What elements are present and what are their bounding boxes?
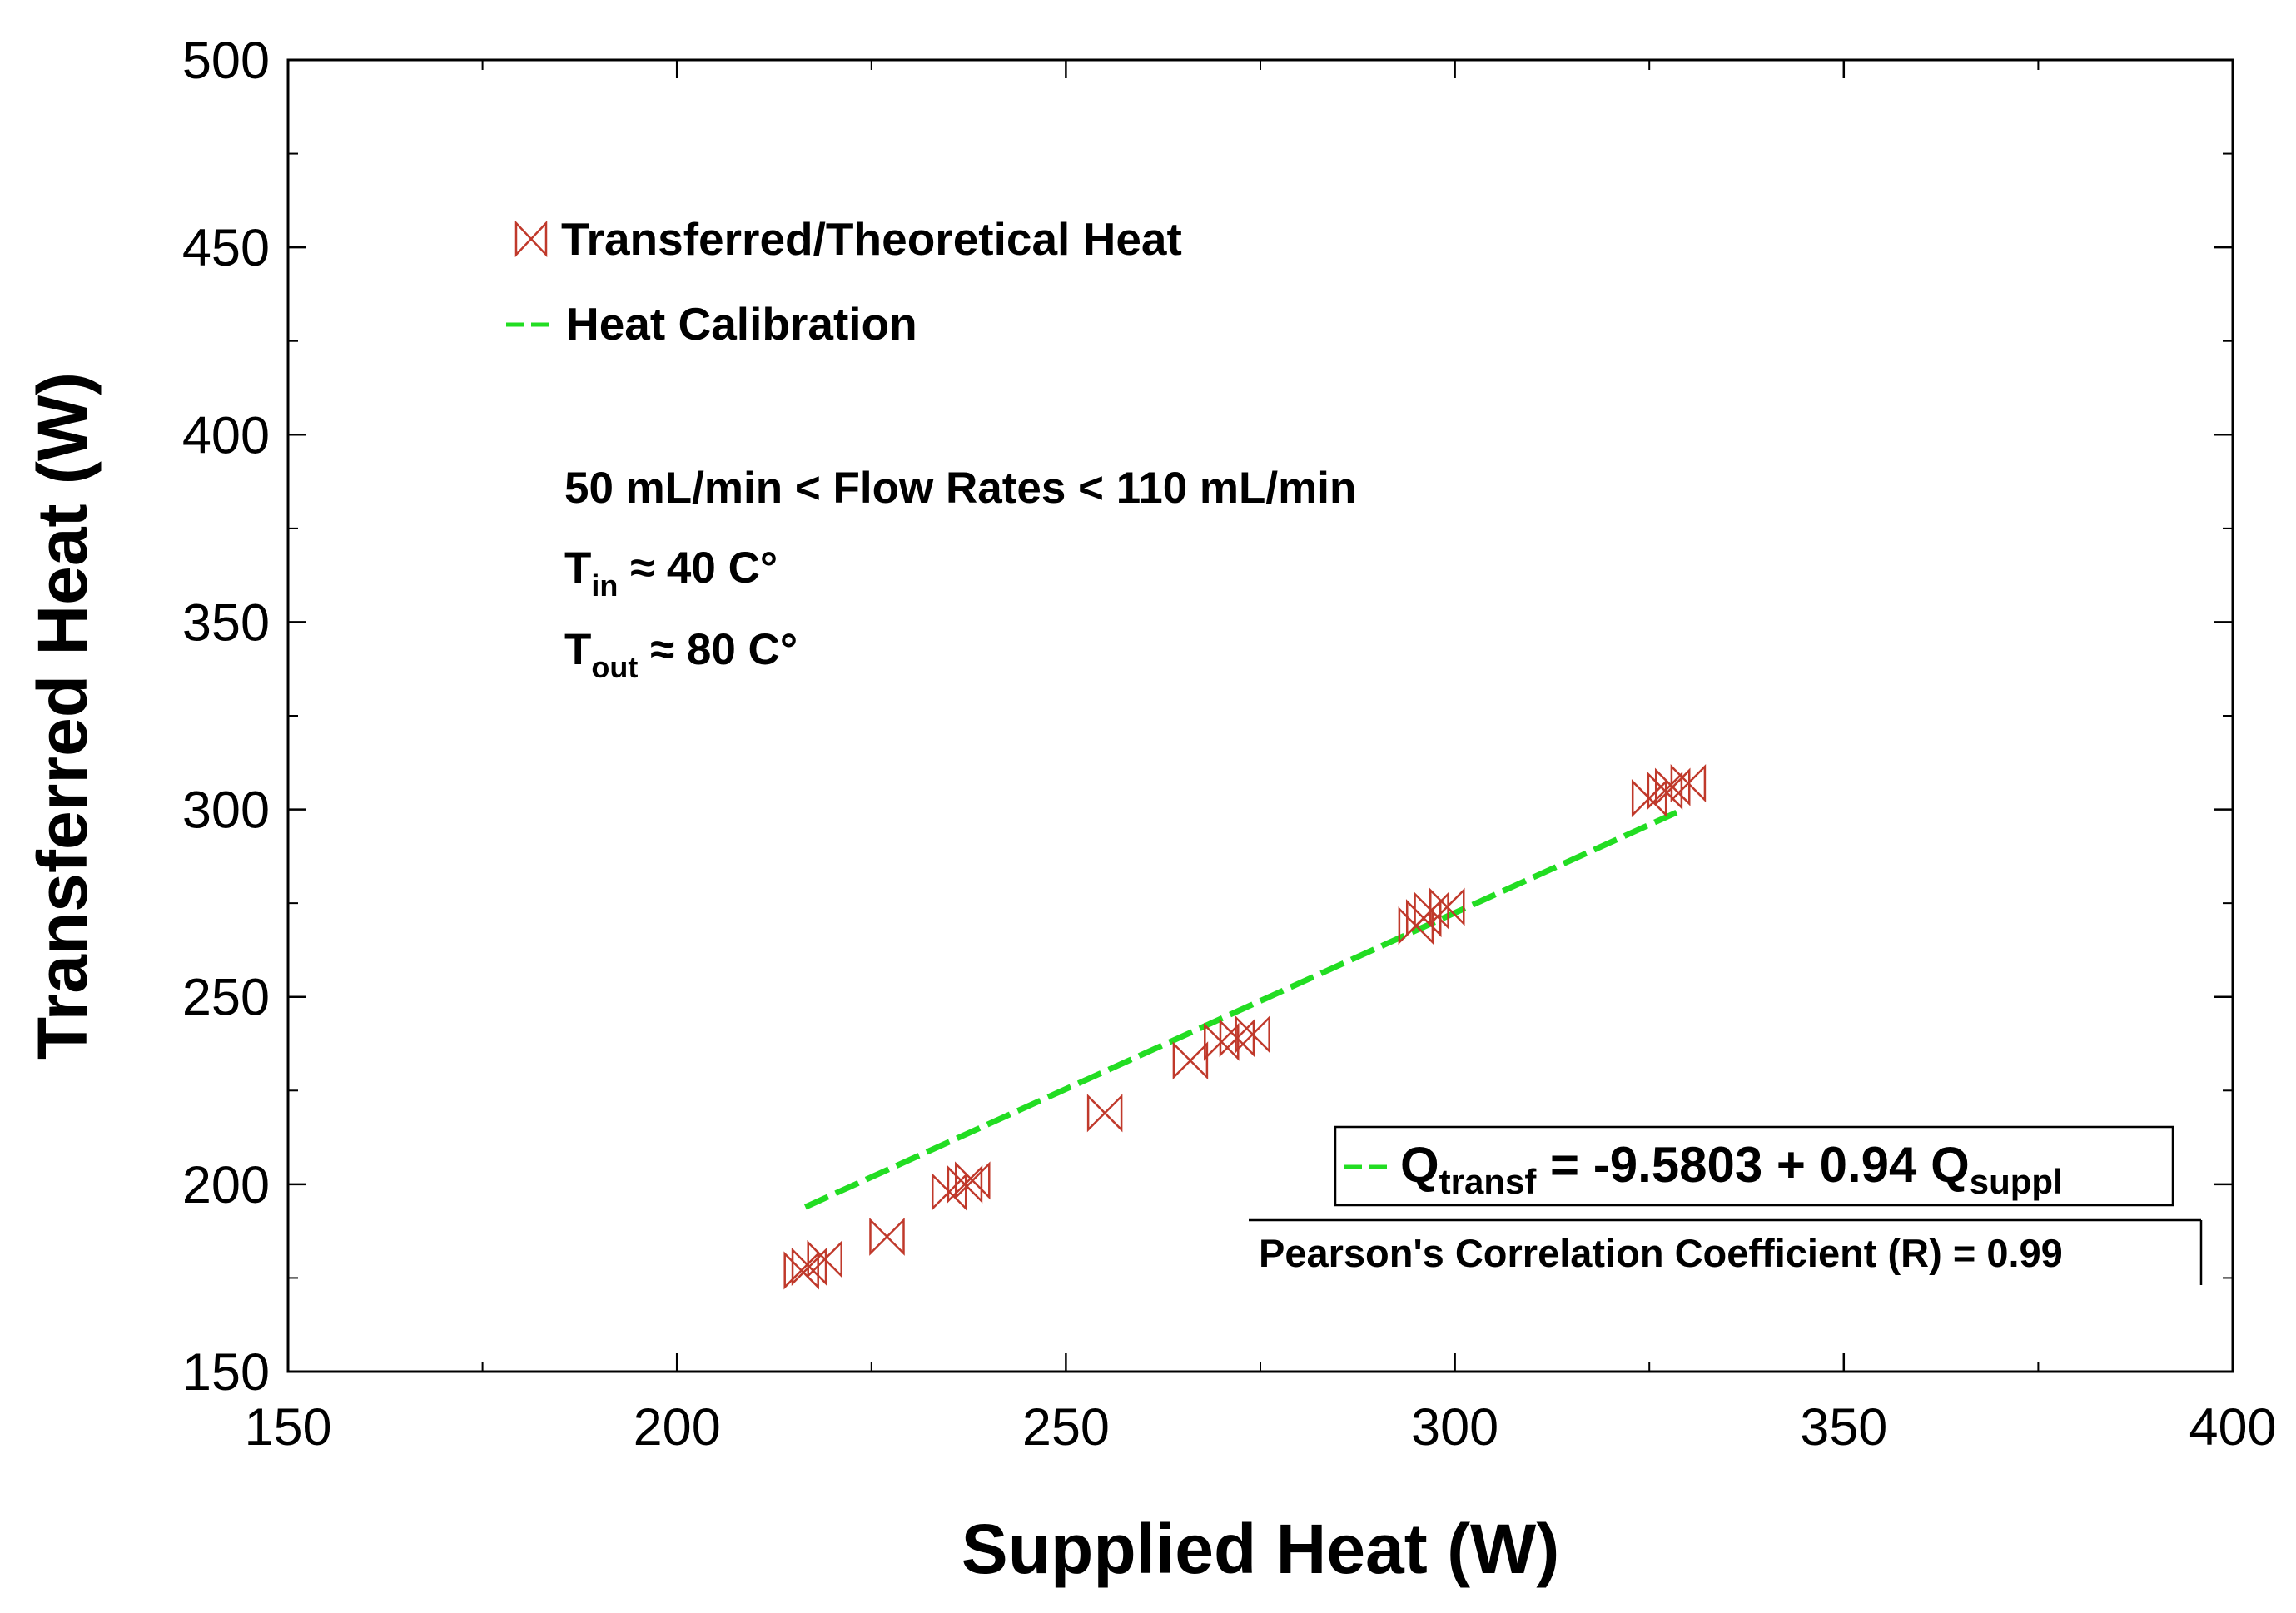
equation-text: Qtransf = -9.5803 + 0.94 Qsuppl	[1400, 1137, 2063, 1201]
y-tick-label: 350	[182, 593, 270, 652]
data-point-marker	[955, 1161, 991, 1200]
tin-rest: ≈ 40 C°	[618, 543, 778, 593]
eq-end-sub: suppl	[1970, 1162, 2063, 1201]
tout-main: T	[564, 625, 591, 674]
tout-rest: ≈ 80 C°	[638, 625, 798, 674]
legend: Transferred/Theoretical Heat Heat Calibr…	[506, 213, 1182, 350]
data-point-marker	[1429, 887, 1465, 926]
legend-marker-bowtie-icon	[514, 220, 548, 258]
eq-middle: = -9.5803 + 0.94 Q	[1536, 1137, 1969, 1193]
tin-annotation: Tin ≈ 40 C°	[564, 543, 778, 603]
tout-sub: out	[591, 650, 638, 684]
y-tick-label: 400	[182, 406, 270, 464]
data-point-marker	[1086, 1094, 1123, 1133]
tin-sub: in	[591, 568, 618, 603]
data-point-marker	[807, 1239, 842, 1278]
x-axis-title: Supplied Heat (W)	[962, 1510, 1560, 1588]
legend-label-calibration: Heat Calibration	[566, 298, 917, 350]
data-point-marker	[947, 1164, 983, 1204]
data-point-marker	[791, 1247, 827, 1286]
data-markers	[783, 764, 1707, 1290]
data-point-marker	[1235, 1015, 1270, 1054]
y-tick-label: 250	[182, 969, 270, 1027]
pearson-text: Pearson's Correlation Coefficient (R) = …	[1259, 1231, 2063, 1275]
data-point-marker	[1647, 772, 1683, 811]
x-tick-label: 300	[1411, 1398, 1498, 1457]
x-tick-label: 150	[244, 1398, 331, 1457]
pearson-box: Pearson's Correlation Coefficient (R) = …	[1249, 1218, 2203, 1285]
calibration-fit-line	[803, 809, 1678, 1210]
data-point-marker	[1670, 764, 1707, 803]
legend-label-transferred: Transferred/Theoretical Heat	[561, 213, 1182, 265]
data-point-marker	[869, 1217, 905, 1256]
y-tick-label: 150	[182, 1343, 270, 1402]
x-tick-label: 400	[2189, 1398, 2276, 1457]
fit-line-group	[803, 809, 1678, 1210]
y-tick-label: 300	[182, 782, 270, 840]
equation-box: Qtransf = -9.5803 + 0.94 Qsuppl	[1334, 1125, 2174, 1207]
x-tick-label: 350	[1800, 1398, 1887, 1457]
y-axis-title: Transferred Heat (W)	[23, 372, 102, 1060]
x-tick-label: 200	[634, 1398, 721, 1457]
eq-q-sub: transf	[1439, 1162, 1538, 1201]
tin-main: T	[564, 543, 591, 593]
y-tick-label: 450	[182, 219, 270, 277]
y-tick-label: 200	[182, 1156, 270, 1214]
flow-rate-annotation: 50 mL/min < Flow Rates < 110 mL/min	[564, 464, 1356, 513]
x-tick-label: 250	[1022, 1398, 1110, 1457]
tout-annotation: Tout ≈ 80 C°	[564, 625, 798, 684]
eq-q: Q	[1400, 1137, 1439, 1193]
equation-box-frame	[1334, 1125, 2174, 1207]
tick-labels: 150 200 250 300 350 400 150 200 250 300 350 400 450 5…	[182, 32, 2277, 1457]
axis-ticks	[286, 58, 2234, 1373]
data-point-marker	[1172, 1041, 1209, 1080]
y-tick-label: 500	[182, 32, 270, 90]
